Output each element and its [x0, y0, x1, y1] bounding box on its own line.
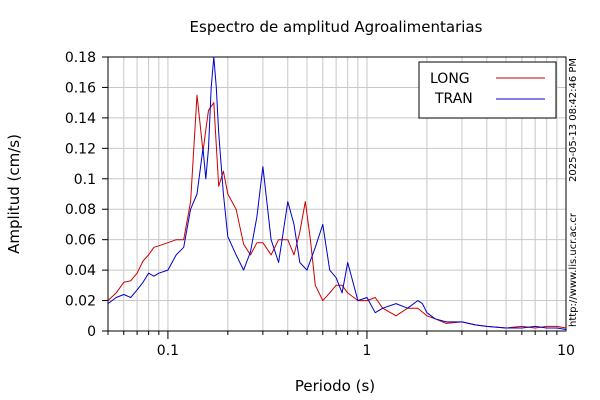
plot-frame	[107, 56, 567, 332]
series-lines	[107, 56, 567, 330]
y-tick-label: 0.02	[65, 294, 96, 310]
chart-title: Espectro de amplitud Agroalimentarias	[190, 18, 483, 36]
y-tick-label: 0.06	[65, 233, 96, 249]
y-tick-label: 0	[87, 324, 96, 340]
y-tick-label: 0.18	[65, 50, 96, 66]
x-tick-label: 10	[557, 343, 575, 359]
legend-label-tran: TRAN	[434, 91, 473, 107]
y-tick-label: 0.1	[74, 172, 96, 188]
series-line-long	[107, 94, 567, 329]
legend: LONG TRAN	[418, 61, 557, 119]
x-axis-label: Periodo (s)	[295, 377, 375, 395]
legend-label-long: LONG	[430, 71, 470, 87]
y-tick-label: 0.12	[65, 141, 96, 157]
grid-lines	[107, 56, 566, 332]
y-axis-ticks: 0 0.02 0.04 0.06 0.08 0.1 0.12 0.14 0.16 0.18	[65, 50, 108, 340]
y-tick-label: 0.14	[65, 111, 96, 127]
x-axis-ticks: 0.1 1 10	[107, 331, 575, 359]
x-tick-label: 1	[362, 343, 371, 359]
y-tick-label: 0.16	[65, 80, 96, 96]
legend-box	[418, 61, 557, 119]
y-tick-label: 0.04	[65, 263, 96, 279]
x-tick-label: 0.1	[157, 343, 179, 359]
timestamp-label: 2025-05-13 08:42:46 PM	[568, 58, 579, 182]
source-url-label: http://www.lis.ucr.ac.cr	[568, 212, 579, 327]
y-axis-label: Amplitud (cm/s)	[5, 134, 23, 254]
series-line-tran	[107, 56, 567, 330]
y-tick-label: 0.08	[65, 202, 96, 218]
